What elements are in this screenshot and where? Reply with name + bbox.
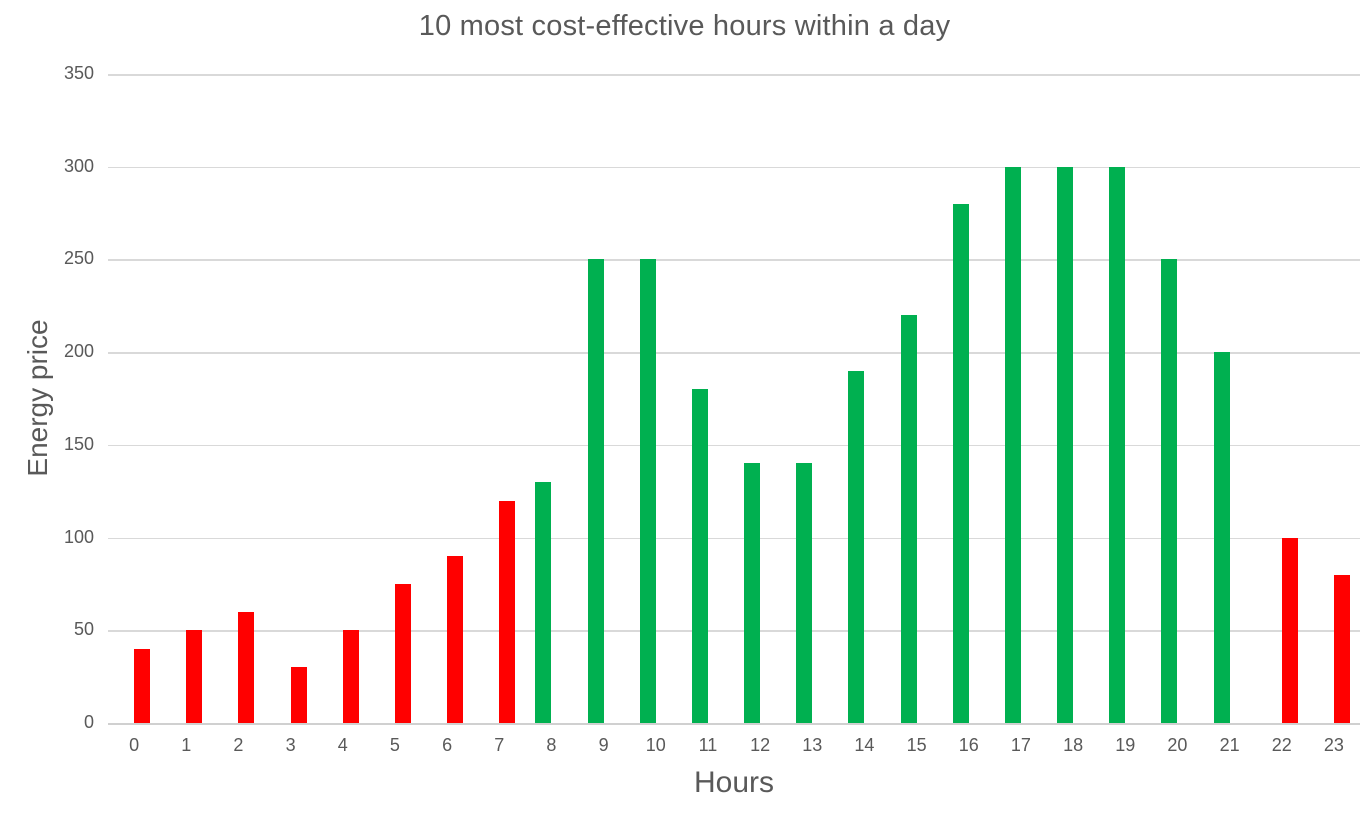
x-tick-label-7: 7 [494, 735, 505, 755]
x-tick-label-3: 3 [285, 735, 296, 755]
gridline-200 [108, 352, 1360, 354]
gridline-350 [108, 74, 1360, 76]
x-axis-title: Hours [693, 766, 775, 799]
y-tick-label-0: 0 [83, 712, 94, 732]
bar-hour-4 [342, 630, 359, 723]
bar-hour-19 [1109, 166, 1126, 723]
bar-hour-14 [848, 370, 865, 723]
x-tick-label-5: 5 [389, 735, 400, 755]
x-tick-label-21: 21 [1219, 735, 1240, 755]
bar-hour-10 [639, 259, 656, 723]
x-tick-label-6: 6 [442, 735, 453, 755]
x-tick-label-16: 16 [958, 735, 979, 755]
y-tick-label-300: 300 [63, 155, 94, 176]
x-tick-label-17: 17 [1010, 735, 1031, 755]
bar-hour-1 [186, 630, 203, 723]
y-tick-label-350: 350 [63, 63, 94, 83]
gridline-100 [108, 537, 1360, 540]
y-tick-label-200: 200 [63, 341, 94, 362]
x-tick-label-11: 11 [698, 735, 718, 755]
bar-hour-11 [691, 389, 708, 723]
x-axis-line [108, 723, 1360, 725]
bar-hour-0 [134, 648, 151, 723]
bar-hour-20 [1161, 259, 1178, 723]
x-tick-label-10: 10 [645, 735, 666, 755]
bar-hour-8 [535, 481, 552, 723]
x-tick-label-8: 8 [546, 735, 557, 755]
bar-hour-9 [587, 259, 604, 723]
x-tick-label-9: 9 [598, 735, 609, 755]
chart-title: 10 most cost-effective hours within a da… [418, 10, 951, 42]
bar-hour-2 [238, 611, 255, 723]
bar-hour-13 [796, 463, 813, 723]
gridline-50 [108, 630, 1360, 632]
bar-hour-12 [744, 463, 761, 723]
x-tick-label-15: 15 [906, 735, 927, 755]
x-tick-label-14: 14 [854, 735, 875, 755]
y-tick-label-100: 100 [63, 526, 94, 547]
bar-hour-6 [447, 556, 464, 723]
bar-hour-23 [1333, 574, 1350, 723]
x-tick-label-18: 18 [1063, 735, 1084, 755]
gridline-150 [108, 444, 1360, 447]
y-tick-label-50: 50 [73, 619, 94, 640]
bar-hour-15 [900, 315, 917, 723]
y-tick-label-150: 150 [63, 433, 94, 454]
x-tick-label-20: 20 [1167, 735, 1188, 755]
y-tick-label-250: 250 [63, 248, 94, 269]
plot-area [108, 74, 1360, 725]
bar-hour-3 [290, 667, 307, 723]
bar-hour-5 [394, 583, 411, 723]
gridline-300 [108, 166, 1360, 169]
x-tick-label-0: 0 [129, 735, 140, 755]
x-tick-label-22: 22 [1271, 735, 1292, 755]
x-tick-label-2: 2 [233, 735, 244, 755]
x-tick-label-12: 12 [750, 735, 771, 755]
gridline-250 [108, 259, 1360, 261]
x-tick-label-1: 1 [181, 735, 192, 755]
bar-hour-22 [1281, 537, 1298, 723]
bar-hour-18 [1057, 166, 1074, 723]
x-tick-label-4: 4 [337, 735, 348, 755]
x-tick-label-23: 23 [1323, 735, 1344, 755]
x-tick-label-19: 19 [1115, 735, 1136, 755]
bar-hour-21 [1213, 352, 1230, 723]
bar-hour-16 [952, 203, 969, 723]
bar-hour-7 [499, 500, 516, 723]
bar-hour-17 [1004, 166, 1021, 723]
x-tick-label-13: 13 [802, 735, 823, 755]
